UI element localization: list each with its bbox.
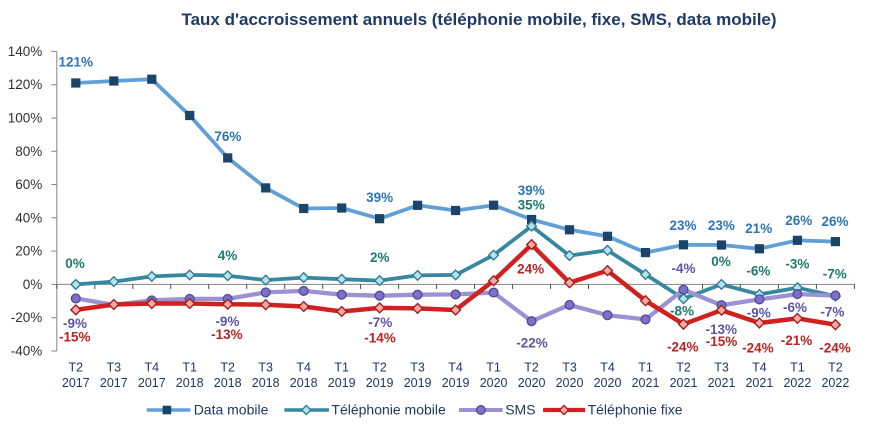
svg-text:-21%: -21% xyxy=(781,333,813,348)
svg-text:-9%: -9% xyxy=(215,314,239,329)
svg-text:2021: 2021 xyxy=(708,376,736,390)
svg-text:60%: 60% xyxy=(15,177,42,192)
svg-text:120%: 120% xyxy=(8,77,43,92)
svg-text:T4: T4 xyxy=(752,361,767,375)
svg-text:-8%: -8% xyxy=(670,304,694,319)
svg-text:-15%: -15% xyxy=(706,334,738,349)
svg-text:-40%: -40% xyxy=(11,344,43,359)
svg-text:2021: 2021 xyxy=(745,376,773,390)
svg-text:4%: 4% xyxy=(218,248,238,263)
svg-text:2022: 2022 xyxy=(783,376,811,390)
svg-text:T4: T4 xyxy=(448,361,463,375)
svg-text:T3: T3 xyxy=(107,361,122,375)
svg-text:21%: 21% xyxy=(745,221,772,236)
svg-text:2019: 2019 xyxy=(404,376,432,390)
svg-text:T1: T1 xyxy=(182,361,197,375)
svg-text:-7%: -7% xyxy=(823,266,847,281)
svg-text:2021: 2021 xyxy=(632,376,660,390)
svg-text:2022: 2022 xyxy=(821,376,849,390)
svg-text:40%: 40% xyxy=(15,210,42,225)
svg-text:26%: 26% xyxy=(785,213,812,228)
svg-text:2020: 2020 xyxy=(518,376,546,390)
svg-text:T1: T1 xyxy=(638,361,653,375)
svg-text:23%: 23% xyxy=(708,218,735,233)
svg-text:2021: 2021 xyxy=(670,376,698,390)
svg-text:80%: 80% xyxy=(15,144,42,159)
svg-text:T2: T2 xyxy=(69,361,84,375)
svg-text:-22%: -22% xyxy=(516,336,548,351)
svg-text:-24%: -24% xyxy=(819,341,851,356)
svg-text:-13%: -13% xyxy=(706,322,738,337)
svg-text:2018: 2018 xyxy=(290,376,318,390)
svg-text:26%: 26% xyxy=(821,214,848,229)
svg-text:-14%: -14% xyxy=(364,330,396,345)
svg-text:0%: 0% xyxy=(711,254,731,269)
svg-text:2019: 2019 xyxy=(442,376,470,390)
svg-text:T2: T2 xyxy=(828,361,843,375)
svg-text:2017: 2017 xyxy=(100,376,128,390)
svg-text:T3: T3 xyxy=(714,361,729,375)
svg-text:Data mobile: Data mobile xyxy=(194,402,269,418)
svg-text:T3: T3 xyxy=(258,361,273,375)
svg-text:-4%: -4% xyxy=(671,261,695,276)
svg-text:T4: T4 xyxy=(600,361,615,375)
svg-text:24%: 24% xyxy=(517,262,544,277)
svg-text:-7%: -7% xyxy=(368,315,392,330)
svg-text:2018: 2018 xyxy=(176,376,204,390)
svg-text:20%: 20% xyxy=(15,244,42,259)
svg-text:-24%: -24% xyxy=(667,340,699,355)
svg-text:23%: 23% xyxy=(669,218,696,233)
svg-text:100%: 100% xyxy=(8,111,43,126)
svg-text:0%: 0% xyxy=(65,256,85,271)
svg-text:Téléphonie fixe: Téléphonie fixe xyxy=(588,402,683,418)
svg-text:2017: 2017 xyxy=(138,376,166,390)
svg-text:T2: T2 xyxy=(220,361,235,375)
svg-text:0%: 0% xyxy=(23,277,43,292)
svg-text:SMS: SMS xyxy=(505,402,535,418)
svg-text:-24%: -24% xyxy=(742,340,774,355)
svg-text:2020: 2020 xyxy=(556,376,584,390)
svg-text:-3%: -3% xyxy=(785,256,809,271)
svg-text:-9%: -9% xyxy=(63,316,87,331)
svg-text:2020: 2020 xyxy=(480,376,508,390)
svg-text:2019: 2019 xyxy=(366,376,394,390)
svg-text:121%: 121% xyxy=(59,55,94,70)
svg-text:39%: 39% xyxy=(366,190,393,205)
svg-text:35%: 35% xyxy=(518,197,545,212)
svg-text:T2: T2 xyxy=(524,361,539,375)
svg-text:2%: 2% xyxy=(370,250,390,265)
svg-text:Téléphonie mobile: Téléphonie mobile xyxy=(331,402,446,418)
svg-text:-13%: -13% xyxy=(211,327,243,342)
svg-text:T4: T4 xyxy=(145,361,160,375)
svg-text:-20%: -20% xyxy=(11,310,43,325)
svg-text:-15%: -15% xyxy=(59,330,91,345)
svg-text:T3: T3 xyxy=(562,361,577,375)
svg-text:2019: 2019 xyxy=(328,376,356,390)
svg-text:39%: 39% xyxy=(518,183,545,198)
svg-text:2018: 2018 xyxy=(214,376,242,390)
svg-text:76%: 76% xyxy=(214,129,241,144)
svg-text:T2: T2 xyxy=(676,361,691,375)
svg-text:T3: T3 xyxy=(410,361,425,375)
svg-text:2018: 2018 xyxy=(252,376,280,390)
svg-text:T2: T2 xyxy=(372,361,387,375)
svg-text:2020: 2020 xyxy=(594,376,622,390)
svg-text:140%: 140% xyxy=(8,44,43,59)
svg-text:2017: 2017 xyxy=(62,376,90,390)
svg-text:T1: T1 xyxy=(334,361,349,375)
svg-text:T1: T1 xyxy=(486,361,501,375)
svg-text:-6%: -6% xyxy=(746,263,770,278)
svg-text:T1: T1 xyxy=(790,361,805,375)
svg-text:Taux d'accroissement annuels (: Taux d'accroissement annuels (téléphonie… xyxy=(181,10,776,29)
svg-text:T4: T4 xyxy=(296,361,311,375)
svg-text:-6%: -6% xyxy=(783,300,807,315)
svg-text:-7%: -7% xyxy=(820,304,844,319)
svg-text:-9%: -9% xyxy=(747,305,771,320)
